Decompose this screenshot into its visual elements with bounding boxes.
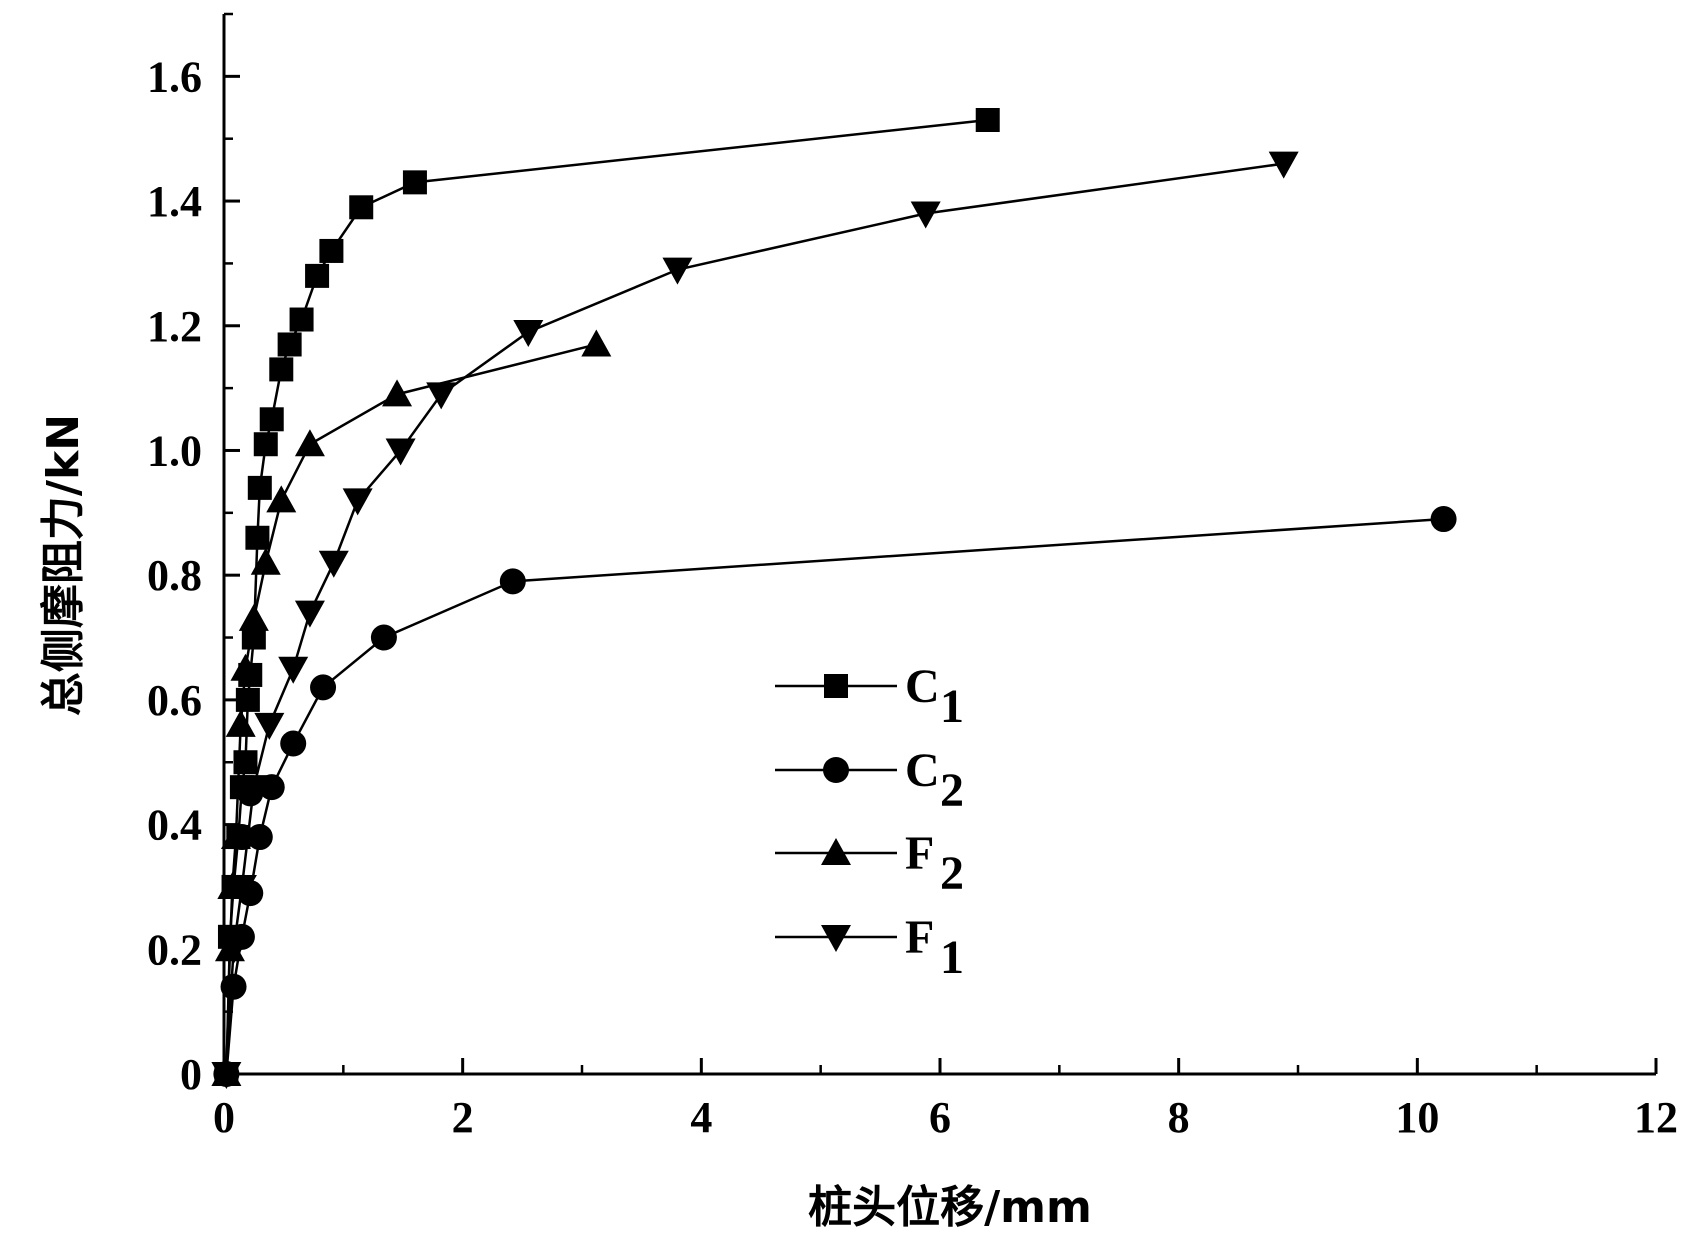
data-point [238, 775, 269, 803]
series-square [214, 108, 1000, 1086]
data-point [241, 625, 266, 650]
legend-marker [821, 925, 851, 952]
y-tick-label: 0.4 [147, 801, 202, 850]
legend-label: F [905, 911, 934, 964]
series-line [225, 162, 1284, 1075]
data-point [513, 320, 544, 347]
data-point [218, 937, 249, 965]
series-triangle-down [211, 151, 1299, 1089]
data-point [238, 603, 269, 631]
data-point [226, 874, 257, 902]
data-point [233, 750, 258, 775]
data-point [910, 201, 941, 229]
data-point [250, 547, 281, 575]
data-point [349, 195, 374, 220]
legend-marker [821, 838, 851, 865]
y-tick-label: 0.6 [147, 676, 202, 725]
data-point [245, 525, 270, 550]
data-point [382, 379, 413, 407]
y-tick-label: 0.8 [147, 551, 202, 600]
data-point [280, 730, 307, 757]
legend-label-subscript: 2 [940, 847, 964, 900]
y-tick-label: 1.4 [147, 177, 202, 226]
data-point [499, 568, 526, 595]
data-point [319, 238, 344, 263]
data-point [220, 973, 247, 1000]
data-point [385, 438, 416, 466]
data-point [230, 653, 261, 681]
data-point [254, 712, 285, 740]
x-tick-label: 6 [929, 1093, 951, 1142]
data-point [220, 822, 251, 850]
y-tick-label: 1.0 [147, 426, 202, 475]
legend-label-subscript: 1 [940, 680, 964, 733]
x-tick-label: 10 [1395, 1093, 1439, 1142]
y-tick-label: 1.6 [147, 52, 202, 101]
x-axis-title: 桩头位移/mm [808, 1182, 1092, 1233]
data-point [662, 257, 693, 285]
data-point [402, 170, 427, 195]
data-point [246, 824, 273, 851]
data-point [266, 485, 297, 513]
x-tick-label: 8 [1168, 1093, 1190, 1142]
series-group [211, 108, 1457, 1089]
data-point [259, 407, 284, 432]
data-point [235, 687, 260, 712]
data-point [370, 624, 397, 651]
data-point [305, 263, 330, 288]
data-point [426, 382, 457, 410]
x-tick-label: 12 [1634, 1093, 1678, 1142]
series-triangle-up [211, 329, 612, 1086]
data-point [581, 329, 612, 357]
data-point [289, 307, 314, 332]
legend-marker [823, 757, 849, 783]
data-point [225, 709, 256, 737]
data-point [294, 429, 325, 457]
data-point [247, 475, 272, 500]
data-point [310, 674, 337, 701]
data-point [1430, 506, 1457, 533]
data-point [975, 108, 1000, 132]
data-point [211, 1062, 242, 1089]
data-point [342, 488, 373, 516]
legend-label: C [905, 660, 940, 713]
series-line [225, 517, 1444, 1075]
series-line [225, 343, 597, 1075]
legend-label-subscript: 2 [940, 764, 964, 817]
data-point [278, 656, 309, 684]
legend: C 1C 2F 2F 1 [775, 660, 964, 984]
data-point [269, 357, 294, 382]
data-point [318, 550, 349, 578]
legend-label: C [905, 744, 940, 797]
x-tick-label: 4 [690, 1093, 712, 1142]
data-point [253, 432, 278, 457]
y-tick-label: 0 [180, 1050, 202, 1099]
y-tick-label: 1.2 [147, 302, 202, 351]
data-point [277, 332, 302, 357]
legend-marker [824, 674, 848, 698]
legend-label-subscript: 1 [940, 931, 964, 984]
x-tick-label: 0 [213, 1093, 235, 1142]
x-tick-label: 2 [452, 1093, 474, 1142]
data-point [1268, 151, 1299, 179]
y-tick-label: 0.2 [147, 925, 202, 974]
data-point [294, 600, 325, 628]
series-line [225, 118, 988, 1075]
y-axis-title: 总侧摩阻力/kN [38, 414, 89, 716]
series-circle [213, 506, 1457, 1087]
legend-label: F [905, 827, 934, 880]
